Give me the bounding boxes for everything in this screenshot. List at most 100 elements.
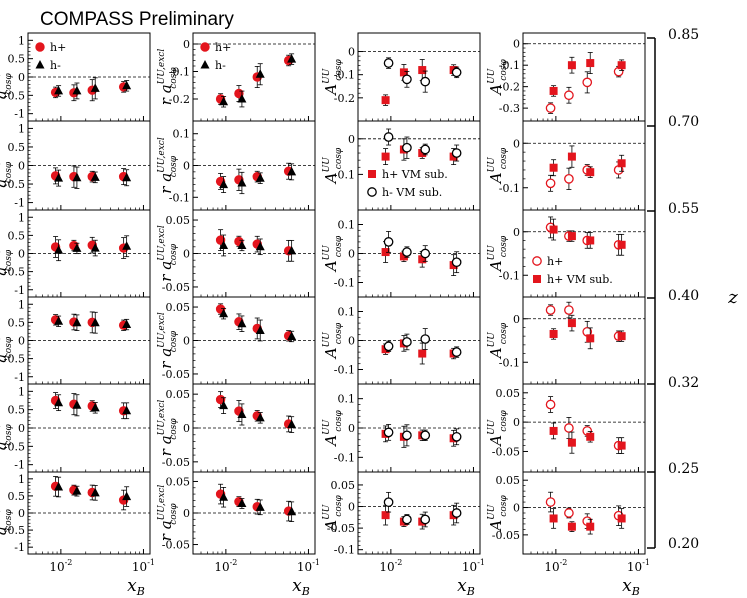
y-tick-label: -1 [14, 541, 25, 554]
data-point [219, 96, 229, 106]
y-label-text: AUU cosφ [487, 322, 509, 360]
y-tick-label: 0 [348, 133, 355, 146]
data-point [549, 225, 558, 234]
y-tick-label: 0 [183, 38, 190, 51]
panel-c4-r5: -0.05 0 0.05 AUU cosφ [487, 383, 646, 473]
y-tick-label: 0 [348, 248, 355, 261]
y-tick-label: 0 [513, 313, 520, 326]
y-label-text: AUU cosφ [322, 235, 344, 273]
y-tick-label: -1 [14, 197, 25, 210]
panel-c2-r2: -0.1 0 0.1r aUU,excl cosφ [157, 120, 316, 211]
data-point [54, 85, 64, 95]
y-tick-label: -0.2 [334, 92, 355, 105]
legend: h+ h- [200, 41, 231, 72]
y-tick-label: -1 [14, 371, 25, 384]
data-point [399, 68, 408, 77]
data-point [617, 159, 626, 168]
y-tick-label: 0 [18, 335, 25, 348]
y-tick-label: 0 [183, 248, 190, 261]
data-point [586, 236, 595, 245]
data-point [122, 80, 132, 90]
legend-marker [200, 42, 210, 52]
y-axis-label: r aUU,excl cosφ [157, 485, 179, 542]
panel-c3-r6: -0.1 -0.05 0 0.05 AUU cosφ [322, 471, 481, 557]
y-axis-label: AUU cosφ [322, 495, 344, 533]
legend-marker [200, 60, 210, 69]
y-tick-label: -0.1 [334, 451, 355, 464]
data-point [567, 522, 576, 531]
y-tick-label: -0.05 [162, 539, 190, 552]
y-tick-label: 0 [183, 335, 190, 348]
legend-marker [533, 275, 541, 283]
data-point [402, 247, 412, 257]
data-point [72, 400, 82, 409]
legend-label: h+ [215, 41, 231, 54]
y-tick-label: 0.05 [331, 479, 356, 492]
data-point [420, 430, 431, 441]
data-point [255, 325, 265, 334]
y-tick-label: 0 [513, 226, 520, 239]
data-point [219, 400, 229, 410]
y-tick-label: 0.1 [338, 219, 356, 232]
data-point [402, 514, 412, 525]
data-point [567, 61, 576, 70]
data-point [381, 96, 390, 105]
data-point [237, 177, 247, 187]
data-point [549, 514, 558, 523]
data-point [402, 74, 412, 85]
data-point [545, 399, 556, 410]
data-point [451, 431, 462, 442]
data-point [586, 59, 595, 68]
data-point [72, 243, 82, 252]
legend-marker [368, 170, 376, 178]
data-point [90, 83, 100, 92]
y-label-text: AUU cosφ [322, 59, 344, 97]
data-point [54, 316, 64, 325]
data-point [237, 94, 247, 103]
data-point [586, 522, 595, 531]
x-axis-label: xB [622, 576, 640, 598]
data-point [219, 492, 229, 501]
x-axis-label: xB [127, 576, 145, 598]
data-point [122, 491, 132, 501]
panel-frame [357, 32, 481, 122]
y-tick-label: 0.5 [8, 141, 26, 154]
data-point [255, 412, 265, 422]
panel-c4-r3: -0.1 0 AUU cosφ h+ h+ VM sub. [487, 209, 646, 298]
y-axis-label: r aUU,excl cosφ [157, 312, 179, 369]
data-point [287, 166, 297, 176]
x-tick-label: 10-2 [379, 558, 402, 574]
data-point [54, 482, 64, 491]
y-tick-label: 1 [18, 298, 25, 311]
panel-frame [522, 296, 646, 385]
y-tick-label: -0.1 [499, 356, 520, 369]
panel-frame [357, 471, 481, 555]
y-tick-label: -0.1 [169, 66, 190, 79]
z-bin-label: 0.40 [668, 288, 699, 304]
panel-c3-r5: -0.1 0 0.1 AUU cosφ [322, 383, 481, 473]
panel-c2-r3: -0.05 0 0.05r aUU,excl cosφ [157, 209, 316, 298]
z-bin-label: 0.25 [668, 461, 699, 477]
legend-label: h- [50, 59, 61, 72]
y-axis-label: AUU cosφ [322, 322, 344, 360]
y-tick-label: -0.05 [162, 368, 190, 381]
panel-c2-r1: -0.2 -0.1 0 r aUU,excl cosφ h+ h- [157, 32, 316, 122]
data-point [287, 419, 297, 429]
legend-label: h+ VM sub. [382, 168, 448, 181]
y-tick-label: -0.1 [334, 277, 355, 290]
data-point [383, 341, 394, 352]
y-tick-label: 0.05 [166, 214, 191, 227]
data-point [420, 514, 431, 525]
data-point [237, 240, 247, 249]
data-point [237, 318, 247, 328]
panel-c3-r3: -0.1 0 0.1 AUU cosφ [322, 209, 481, 298]
y-label-text: AUU cosφ [322, 322, 344, 360]
data-point [617, 61, 626, 70]
y-label-text: r aUU,excl cosφ [157, 49, 179, 106]
data-point [564, 423, 574, 433]
panel-frame [522, 120, 646, 211]
